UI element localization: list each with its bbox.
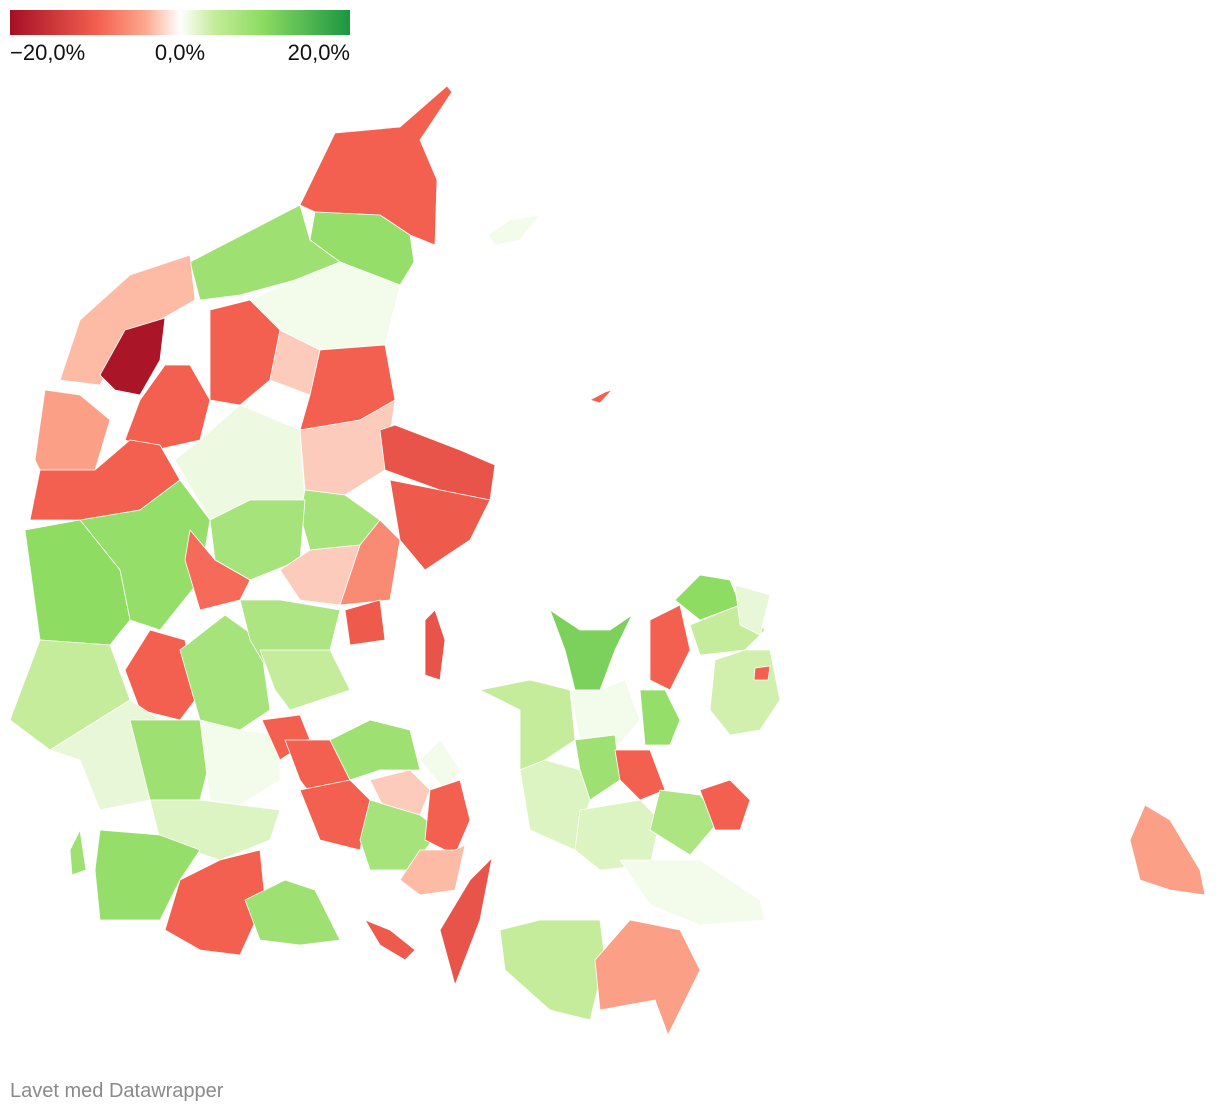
legend-bar — [10, 10, 350, 35]
region — [619, 859, 766, 926]
region — [9, 639, 131, 751]
region — [99, 317, 166, 396]
region — [594, 919, 701, 1036]
region — [344, 599, 386, 646]
region — [499, 919, 606, 1021]
region — [734, 584, 771, 636]
region — [549, 609, 633, 691]
region — [439, 857, 493, 986]
region — [639, 689, 681, 746]
region — [164, 849, 266, 956]
region — [199, 719, 281, 806]
region — [259, 649, 351, 711]
region — [487, 214, 541, 246]
region — [649, 789, 721, 856]
region — [424, 779, 471, 856]
region — [699, 779, 751, 831]
legend-tick-label: −20,0% — [10, 40, 85, 65]
region — [419, 739, 461, 791]
region — [69, 829, 87, 876]
region — [519, 759, 591, 851]
legend-tick-label: 20,0% — [288, 40, 350, 65]
region — [364, 919, 416, 961]
source-note: Lavet med Datawrapper — [10, 1080, 224, 1102]
region — [753, 665, 771, 681]
region — [479, 679, 576, 771]
legend-tick-label: 0,0% — [155, 40, 205, 65]
region — [34, 389, 111, 471]
region — [589, 389, 613, 404]
region — [674, 574, 741, 621]
region — [129, 719, 211, 801]
region — [1129, 804, 1206, 896]
region — [649, 604, 691, 691]
region — [424, 609, 446, 681]
region — [709, 649, 781, 736]
region — [399, 844, 466, 896]
region — [574, 799, 661, 871]
region — [574, 734, 621, 801]
map — [9, 85, 1206, 1036]
region — [614, 749, 666, 801]
region — [279, 544, 361, 606]
region — [94, 829, 201, 921]
region — [244, 879, 341, 946]
region — [299, 779, 371, 851]
